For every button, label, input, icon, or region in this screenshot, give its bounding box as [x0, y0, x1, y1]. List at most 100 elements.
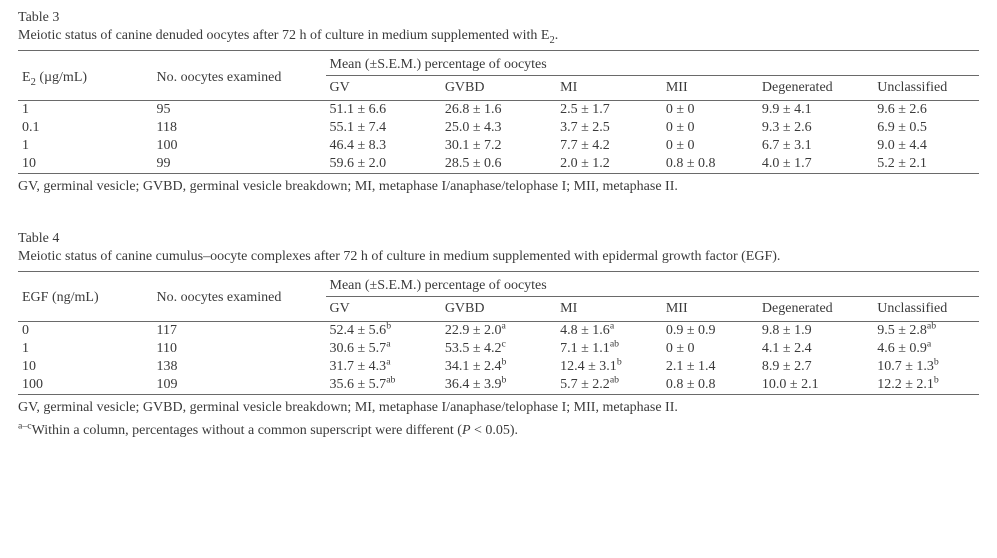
- table-4-block: Table 4 Meiotic status of canine cumulus…: [18, 231, 979, 441]
- cell-mi: 2.0 ± 1.2: [556, 155, 662, 174]
- cell-dose: 1: [18, 101, 153, 120]
- cell-gvbd: 25.0 ± 4.3: [441, 119, 556, 137]
- cell-n: 100: [153, 137, 326, 155]
- cell-mi: 7.7 ± 4.2: [556, 137, 662, 155]
- cell-mi: 7.1 ± 1.1ab: [556, 340, 662, 358]
- col-mii-header: MII: [662, 76, 758, 101]
- cell-gv: 46.4 ± 8.3: [326, 137, 441, 155]
- table-row: 10 99 59.6 ± 2.0 28.5 ± 0.6 2.0 ± 1.2 0.…: [18, 155, 979, 174]
- cell-n: 95: [153, 101, 326, 120]
- cell-mii: 0 ± 0: [662, 101, 758, 120]
- table-row: 0.1 118 55.1 ± 7.4 25.0 ± 4.3 3.7 ± 2.5 …: [18, 119, 979, 137]
- col-gv-header: GV: [326, 296, 441, 321]
- cell-gvbd: 26.8 ± 1.6: [441, 101, 556, 120]
- cell-gvbd: 36.4 ± 3.9b: [441, 376, 556, 395]
- cell-mi: 4.8 ± 1.6a: [556, 321, 662, 340]
- cell-unc: 10.7 ± 1.3b: [873, 358, 979, 376]
- caption-text: Meiotic status of canine denuded oocytes…: [18, 28, 549, 43]
- col-unc-header: Unclassified: [873, 296, 979, 321]
- cell-n: 118: [153, 119, 326, 137]
- cell-gv: 52.4 ± 5.6b: [326, 321, 441, 340]
- cell-n: 117: [153, 321, 326, 340]
- cell-deg: 8.9 ± 2.7: [758, 358, 873, 376]
- cell-dose: 1: [18, 137, 153, 155]
- table-row: 10 138 31.7 ± 4.3a 34.1 ± 2.4b 12.4 ± 3.…: [18, 358, 979, 376]
- col-mi-header: MI: [556, 296, 662, 321]
- cell-n: 110: [153, 340, 326, 358]
- col1-suffix: (µg/mL): [36, 70, 87, 85]
- footnote2-italic: P: [462, 423, 471, 438]
- cell-mi: 12.4 ± 3.1b: [556, 358, 662, 376]
- footnote2-sup: a–c: [18, 420, 32, 431]
- cell-deg: 4.0 ± 1.7: [758, 155, 873, 174]
- cell-gvbd: 30.1 ± 7.2: [441, 137, 556, 155]
- table-3-footnote: GV, germinal vesicle; GVBD, germinal ves…: [18, 178, 979, 197]
- footnote2-prefix: Within a column, percentages without a c…: [32, 423, 462, 438]
- table-row: 0 117 52.4 ± 5.6b 22.9 ± 2.0a 4.8 ± 1.6a…: [18, 321, 979, 340]
- cell-n: 138: [153, 358, 326, 376]
- cell-gvbd: 28.5 ± 0.6: [441, 155, 556, 174]
- cell-deg: 4.1 ± 2.4: [758, 340, 873, 358]
- cell-deg: 10.0 ± 2.1: [758, 376, 873, 395]
- cell-mii: 0.9 ± 0.9: [662, 321, 758, 340]
- table-4: EGF (ng/mL) No. oocytes examined Mean (±…: [18, 271, 979, 395]
- col-dose-header: E2 (µg/mL): [18, 51, 153, 101]
- cell-mii: 0 ± 0: [662, 119, 758, 137]
- col-gvbd-header: GVBD: [441, 76, 556, 101]
- col-dose-header: EGF (ng/mL): [18, 271, 153, 321]
- cell-unc: 12.2 ± 2.1b: [873, 376, 979, 395]
- cell-deg: 9.9 ± 4.1: [758, 101, 873, 120]
- table-4-label: Table 4: [18, 231, 979, 247]
- cell-gv: 35.6 ± 5.7ab: [326, 376, 441, 395]
- cell-unc: 9.6 ± 2.6: [873, 101, 979, 120]
- col-deg-header: Degenerated: [758, 76, 873, 101]
- col-n-header: No. oocytes examined: [153, 51, 326, 101]
- cell-unc: 9.5 ± 2.8ab: [873, 321, 979, 340]
- cell-mii: 0.8 ± 0.8: [662, 155, 758, 174]
- cell-n: 99: [153, 155, 326, 174]
- cell-unc: 6.9 ± 0.5: [873, 119, 979, 137]
- table-4-body: 0 117 52.4 ± 5.6b 22.9 ± 2.0a 4.8 ± 1.6a…: [18, 321, 979, 394]
- table-3-header-row-1: E2 (µg/mL) No. oocytes examined Mean (±S…: [18, 51, 979, 76]
- cell-gvbd: 22.9 ± 2.0a: [441, 321, 556, 340]
- table-4-caption: Meiotic status of canine cumulus–oocyte …: [18, 249, 979, 265]
- table-4-footnote-1: GV, germinal vesicle; GVBD, germinal ves…: [18, 399, 979, 418]
- cell-gv: 55.1 ± 7.4: [326, 119, 441, 137]
- cell-mii: 0 ± 0: [662, 340, 758, 358]
- table-row: 100 109 35.6 ± 5.7ab 36.4 ± 3.9b 5.7 ± 2…: [18, 376, 979, 395]
- cell-unc: 9.0 ± 4.4: [873, 137, 979, 155]
- cell-mi: 3.7 ± 2.5: [556, 119, 662, 137]
- caption-suffix: .: [555, 28, 559, 43]
- cell-gv: 30.6 ± 5.7a: [326, 340, 441, 358]
- cell-deg: 6.7 ± 3.1: [758, 137, 873, 155]
- cell-deg: 9.8 ± 1.9: [758, 321, 873, 340]
- table-3-body: 1 95 51.1 ± 6.6 26.8 ± 1.6 2.5 ± 1.7 0 ±…: [18, 101, 979, 174]
- group-header: Mean (±S.E.M.) percentage of oocytes: [326, 271, 980, 296]
- table-3: E2 (µg/mL) No. oocytes examined Mean (±S…: [18, 50, 979, 174]
- cell-mi: 5.7 ± 2.2ab: [556, 376, 662, 395]
- table-4-footnote-2: a–cWithin a column, percentages without …: [18, 422, 979, 441]
- cell-mii: 2.1 ± 1.4: [662, 358, 758, 376]
- table-3-block: Table 3 Meiotic status of canine denuded…: [18, 10, 979, 197]
- col-gvbd-header: GVBD: [441, 296, 556, 321]
- cell-gv: 59.6 ± 2.0: [326, 155, 441, 174]
- table-row: 1 110 30.6 ± 5.7a 53.5 ± 4.2c 7.1 ± 1.1a…: [18, 340, 979, 358]
- cell-n: 109: [153, 376, 326, 395]
- cell-mii: 0.8 ± 0.8: [662, 376, 758, 395]
- cell-gvbd: 34.1 ± 2.4b: [441, 358, 556, 376]
- cell-unc: 4.6 ± 0.9a: [873, 340, 979, 358]
- col-mii-header: MII: [662, 296, 758, 321]
- table-4-header-row-1: EGF (ng/mL) No. oocytes examined Mean (±…: [18, 271, 979, 296]
- cell-dose: 10: [18, 155, 153, 174]
- col-mi-header: MI: [556, 76, 662, 101]
- group-header: Mean (±S.E.M.) percentage of oocytes: [326, 51, 980, 76]
- table-row: 1 95 51.1 ± 6.6 26.8 ± 1.6 2.5 ± 1.7 0 ±…: [18, 101, 979, 120]
- col-gv-header: GV: [326, 76, 441, 101]
- col-deg-header: Degenerated: [758, 296, 873, 321]
- cell-dose: 0: [18, 321, 153, 340]
- cell-dose: 100: [18, 376, 153, 395]
- cell-gvbd: 53.5 ± 4.2c: [441, 340, 556, 358]
- table-row: 1 100 46.4 ± 8.3 30.1 ± 7.2 7.7 ± 4.2 0 …: [18, 137, 979, 155]
- col1-prefix: E: [22, 70, 31, 85]
- cell-mi: 2.5 ± 1.7: [556, 101, 662, 120]
